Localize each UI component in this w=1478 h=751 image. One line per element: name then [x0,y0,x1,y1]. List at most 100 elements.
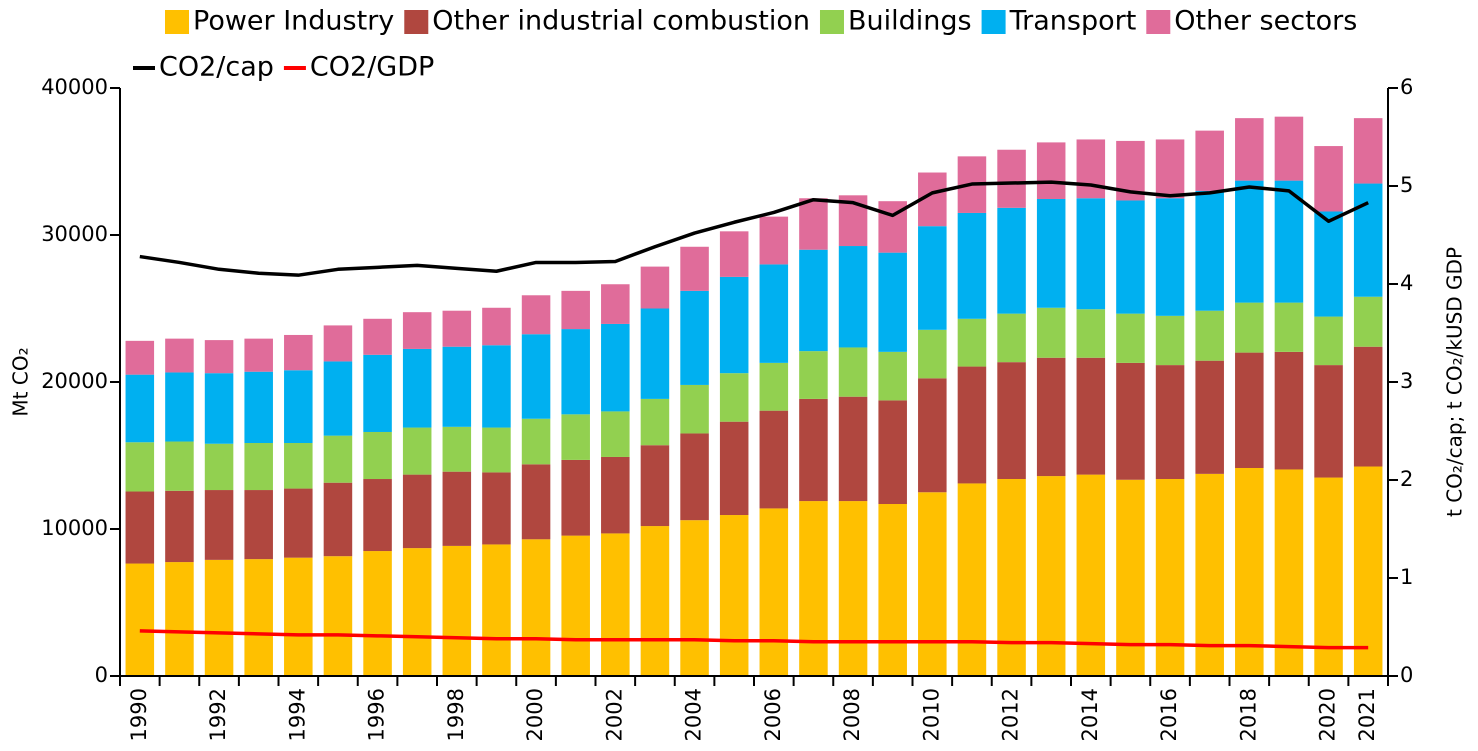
bar-segment [125,563,155,676]
bar-segment [1155,365,1185,480]
bar-segment [601,456,630,534]
bar-segment [244,559,273,676]
bar-segment [402,427,432,475]
bar-segment [1036,142,1066,199]
y-axis-label: Mt CO₂ [9,347,33,416]
y2-tick-label: 4 [1400,271,1413,295]
bar-segment [1314,477,1343,676]
bar-segment [918,226,947,330]
bar-segment [957,366,987,484]
bar-segment [204,340,234,374]
bar-segment [125,491,155,564]
bar-segment [284,443,313,489]
bar-segment [1274,469,1304,676]
bar-segment [759,410,789,509]
y2-tick-label: 6 [1400,75,1413,99]
bar-segment [284,557,313,676]
bar-segment [1353,118,1383,184]
bar-segment [363,318,392,355]
bar-segment [165,562,194,676]
bar-segment [1036,357,1066,477]
bar-segment [482,427,511,473]
bar-segment [1235,180,1264,303]
bar-segment [244,443,273,491]
x-tick-label: 2020 [1316,688,1340,741]
y2-tick-label: 3 [1400,369,1413,393]
bar-segment [680,520,709,676]
bar-segment [918,329,947,379]
bar-segment [957,483,987,676]
bar-segment [799,398,828,502]
bar-segment [1036,476,1066,676]
bar-segment [719,276,749,374]
bar-segment [402,474,432,549]
bar-segment [640,266,670,309]
bar-segment [244,371,273,444]
bar-segment [1353,466,1383,676]
bar-segment [1076,198,1106,310]
bar-segment [482,307,511,346]
y-tick-label: 10000 [41,516,108,540]
bar-segment [1076,474,1106,676]
bar-segment [1274,180,1304,303]
bar-segment [719,231,749,277]
legend-label: Other industrial combustion [432,6,810,37]
bar-segment [521,295,551,335]
legend-label: Buildings [848,6,972,37]
bar-segment [799,249,828,352]
bar-segment [640,308,670,399]
bar-segment [838,501,868,676]
bar-segment [1076,139,1106,199]
bar-segment [997,149,1026,208]
x-tick-label: 1996 [365,688,389,741]
legend-swatch [1146,10,1171,34]
bar-segment [561,290,590,330]
bar-segment [323,435,353,483]
bar-segment [1195,190,1224,311]
bar-segment [1195,473,1224,676]
bar-segment [521,464,551,540]
bar-segment [957,212,987,319]
bar-segment [165,338,194,373]
bar-segment [719,515,749,676]
bar-segment [363,479,392,552]
bar-segment [284,370,313,444]
bar-segment [1116,362,1145,480]
bar-segment [799,501,828,676]
bar-segment [204,443,234,491]
bar-segment [442,471,472,546]
bar-segment [284,334,313,371]
bar-segment [1235,302,1264,353]
x-tick-label: 2006 [761,688,785,741]
bar-segment [878,504,907,676]
bar-segment [719,373,749,422]
x-tick-label: 1998 [444,688,468,741]
bar-segment [680,290,709,385]
bar-segment [680,246,709,291]
y-tick-label: 40000 [41,75,108,99]
bar-segment [284,488,313,558]
bar-segment [521,539,551,676]
bar-segment [878,351,907,401]
bar-segment [1235,352,1264,468]
x-tick-label: 2021 [1355,688,1379,741]
x-tick-label: 2016 [1157,688,1181,741]
bar-segment [838,347,868,397]
bar-segment [1314,365,1343,478]
bar-segment [1314,316,1343,366]
bar-segment [997,207,1026,314]
y-tick-label: 20000 [41,369,108,393]
legend-swatch [404,10,429,34]
bar-segment [997,313,1026,363]
y-tick-label: 30000 [41,222,108,246]
y2-tick-label: 5 [1400,173,1413,197]
bar-segment [918,378,947,493]
x-tick-label: 1994 [285,688,309,741]
line-series [139,629,1369,650]
bar-segment [1353,296,1383,347]
bar-segment [165,490,194,563]
bar-segment [323,325,353,362]
bar-segment [601,533,630,676]
y-tick-label: 0 [95,663,108,687]
bar-segment [1076,309,1106,358]
